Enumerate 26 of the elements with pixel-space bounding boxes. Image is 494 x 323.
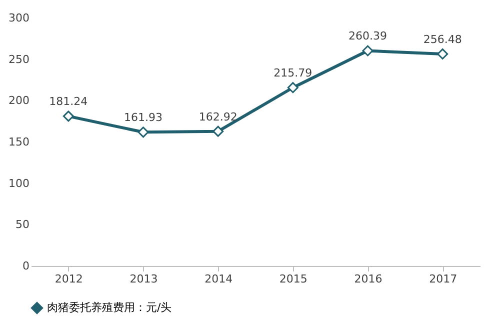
y-tick-label: 200: [8, 94, 30, 108]
x-tick-label: 2012: [54, 272, 83, 286]
y-tick-label: 150: [8, 136, 30, 148]
x-tick-label: 2015: [279, 272, 308, 286]
y-tick-label: 50: [16, 218, 30, 232]
data-label: 181.24: [49, 95, 88, 108]
point: [437, 48, 448, 60]
x-tick-label: 2016: [354, 272, 382, 286]
data-label: 161.93: [124, 111, 162, 124]
y-tick-label: 0: [22, 260, 30, 272]
point: [62, 110, 74, 122]
y-tick-label: 100: [8, 176, 30, 190]
data-label: 256.48: [423, 32, 462, 46]
legend-label: 肉猪委托养殖费用：元/头: [47, 301, 172, 314]
data-label: 215.79: [274, 66, 312, 80]
data-label: 260.39: [348, 30, 387, 43]
point: [362, 45, 374, 56]
x-tick-label: 2014: [204, 272, 233, 286]
point: [287, 82, 298, 94]
x-tick-label: 2017: [429, 272, 458, 286]
data-label: 162.92: [198, 110, 238, 124]
y-tick-label: 250: [8, 52, 30, 66]
point: [212, 126, 224, 137]
x-tick-label: 2013: [130, 272, 158, 286]
point: [138, 126, 149, 138]
y-tick-label: 300: [8, 12, 30, 24]
